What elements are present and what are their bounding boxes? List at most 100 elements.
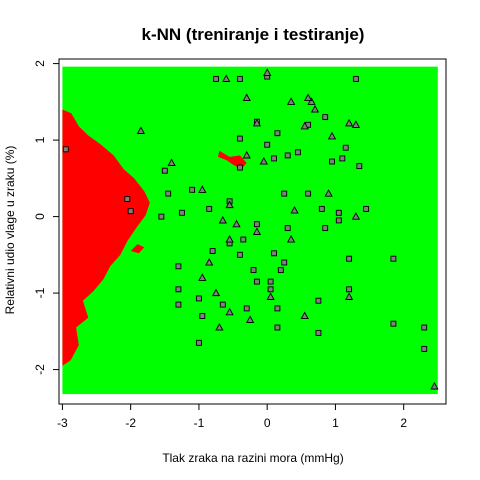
square-point-6: [264, 141, 271, 148]
square-point-35: [178, 209, 185, 216]
triangle-point-15: [252, 227, 262, 235]
red-region-island-1: [130, 244, 145, 254]
square-point-13: [318, 205, 325, 212]
square-point-23: [322, 225, 329, 232]
red-region-island-0: [218, 150, 247, 170]
triangle-point-17: [218, 215, 227, 224]
y-tick-label-3: 1: [33, 136, 47, 143]
square-point-59: [421, 324, 428, 331]
triangle-point-7: [300, 121, 309, 130]
square-point-28: [253, 221, 260, 228]
square-point-26: [281, 259, 288, 266]
y-tick-label-4: 2: [33, 60, 47, 67]
square-point-30: [236, 251, 243, 258]
square-point-55: [346, 255, 353, 262]
triangle-point-9: [344, 118, 354, 127]
triangle-point-18: [205, 257, 214, 266]
y-tick-label-1: -1: [33, 287, 47, 298]
square-point-56: [346, 286, 353, 293]
triangle-point-4: [286, 97, 296, 105]
square-point-34: [189, 186, 196, 193]
square-point-0: [213, 75, 219, 82]
x-tick-label-2: -1: [194, 416, 205, 430]
square-point-18: [352, 75, 359, 82]
triangle-point-25: [225, 234, 234, 243]
x-tick-label-1: -2: [125, 416, 136, 430]
x-tick-label-4: 1: [332, 416, 339, 430]
square-point-2: [236, 135, 243, 142]
square-point-14: [322, 114, 329, 121]
square-point-40: [175, 286, 182, 293]
triangle-point-6: [310, 104, 320, 113]
y-tick-label-2: 0: [33, 213, 47, 220]
triangle-point-26: [259, 156, 268, 165]
triangle-point-16: [225, 200, 234, 209]
square-point-19: [356, 163, 363, 170]
triangle-point-30: [211, 288, 221, 297]
triangle-point-13: [290, 205, 299, 214]
triangle-point-19: [198, 273, 207, 281]
triangle-point-22: [266, 292, 275, 300]
triangle-point-2: [252, 118, 262, 127]
triangle-point-21: [245, 315, 255, 323]
plot-panel: [58, 58, 447, 405]
square-point-38: [158, 213, 165, 220]
square-point-58: [390, 255, 397, 262]
square-point-1: [236, 75, 243, 82]
square-point-9: [284, 152, 291, 159]
triangle-point-33: [303, 93, 313, 102]
square-point-16: [339, 155, 346, 162]
square-point-63: [124, 196, 131, 202]
square-point-12: [305, 190, 312, 197]
square-point-33: [206, 205, 213, 212]
y-axis: -2 -1 0 1 2: [33, 60, 60, 375]
square-point-7: [271, 155, 277, 162]
triangle-point-31: [215, 322, 224, 331]
square-point-20: [363, 205, 370, 212]
square-point-50: [277, 267, 284, 274]
square-point-8: [274, 130, 281, 137]
square-point-57: [390, 320, 397, 327]
square-point-43: [199, 313, 206, 319]
marker-layer: [62, 68, 439, 390]
square-point-49: [267, 286, 274, 293]
square-point-22: [335, 209, 342, 216]
triangle-point-3: [263, 68, 272, 76]
square-point-24: [284, 225, 291, 232]
square-point-45: [243, 305, 250, 312]
triangle-point-24: [344, 292, 354, 300]
triangle-point-27: [242, 150, 251, 159]
triangle-point-10: [351, 120, 361, 128]
square-point-54: [315, 329, 322, 336]
square-point-42: [195, 295, 202, 302]
square-point-44: [219, 301, 226, 308]
square-point-48: [267, 278, 274, 285]
square-point-46: [250, 267, 257, 274]
square-point-60: [421, 345, 428, 352]
square-point-41: [175, 301, 182, 308]
triangle-point-1: [242, 93, 251, 102]
square-point-52: [274, 324, 281, 331]
triangle-point-29: [136, 126, 146, 134]
x-tick-label-3: 0: [264, 416, 271, 430]
square-point-10: [294, 149, 301, 156]
square-point-47: [253, 278, 260, 285]
triangle-point-34: [430, 381, 439, 390]
square-point-36: [165, 190, 172, 197]
triangle-point-0: [222, 74, 231, 82]
square-point-61: [62, 146, 69, 153]
decision-region-layer: [62, 66, 438, 395]
square-point-39: [175, 263, 182, 270]
square-point-51: [274, 305, 281, 312]
square-point-17: [342, 144, 349, 151]
triangle-point-23: [300, 311, 309, 320]
triangle-point-14: [286, 234, 296, 243]
square-point-15: [329, 158, 335, 165]
square-point-27: [271, 250, 277, 257]
chart-title: k-NN (treniranje i testiranje): [142, 25, 365, 44]
y-axis-label: Relativni udio vlage u zraku (%): [3, 146, 17, 315]
triangle-point-8: [327, 131, 337, 140]
square-point-62: [127, 208, 134, 215]
triangle-point-5: [307, 97, 316, 105]
